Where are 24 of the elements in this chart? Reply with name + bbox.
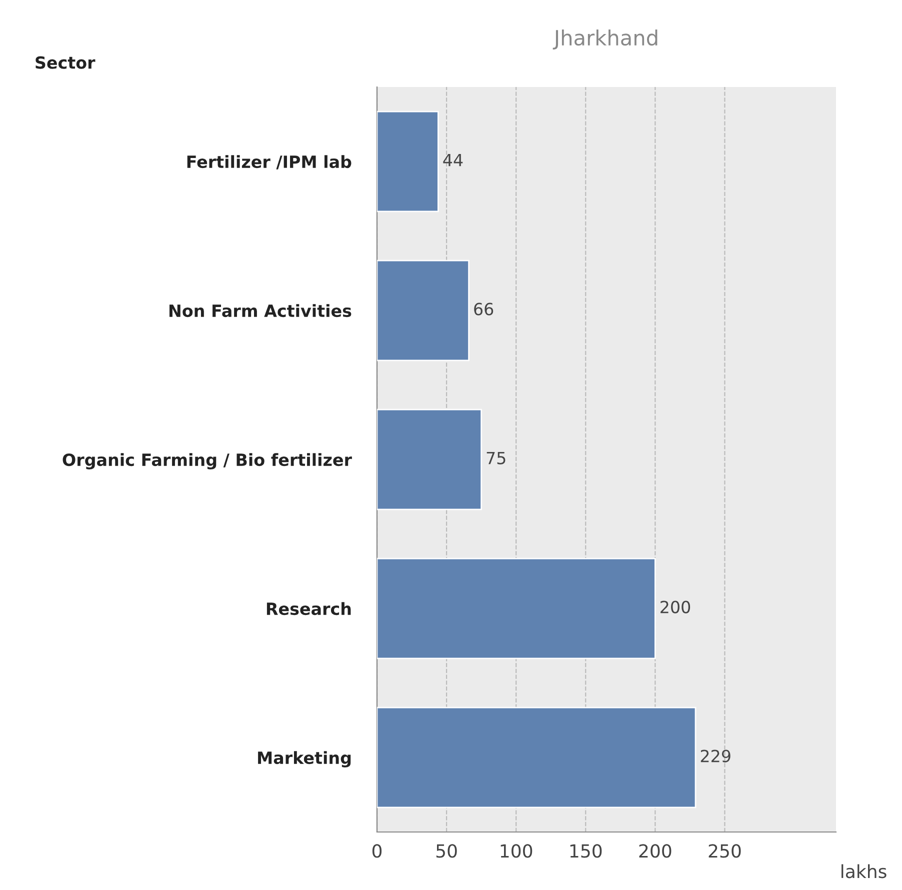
x-tick-label: 50 <box>436 844 457 858</box>
chart-title: Jharkhand <box>552 30 658 50</box>
data-label: 229 <box>700 750 730 762</box>
bar <box>377 706 696 808</box>
x-tick-label: 150 <box>570 844 602 858</box>
data-label: 44 <box>443 154 463 166</box>
bar <box>377 110 439 212</box>
bar <box>377 408 482 510</box>
bar <box>377 260 470 362</box>
x-tick-label: 100 <box>500 844 532 858</box>
y-tick-label: Non Farm Activities <box>169 304 352 318</box>
bar <box>377 558 656 660</box>
y-tick-label: Research <box>266 602 351 616</box>
y-tick-label: Marketing <box>258 751 351 768</box>
x-axis-title: lakhs <box>842 864 886 878</box>
data-label: 75 <box>486 452 506 464</box>
y-tick-label: Organic Farming / Bio fertilizer <box>62 453 352 470</box>
x-tick-label: 250 <box>708 844 741 858</box>
y-tick-label: Fertilizer /IPM lab <box>187 155 352 170</box>
data-label: 200 <box>660 600 690 614</box>
x-tick-label: 200 <box>639 844 672 858</box>
data-label: 66 <box>474 302 494 316</box>
y-axis-title: Sector <box>36 56 96 69</box>
x-tick-label: 0 <box>372 844 382 858</box>
